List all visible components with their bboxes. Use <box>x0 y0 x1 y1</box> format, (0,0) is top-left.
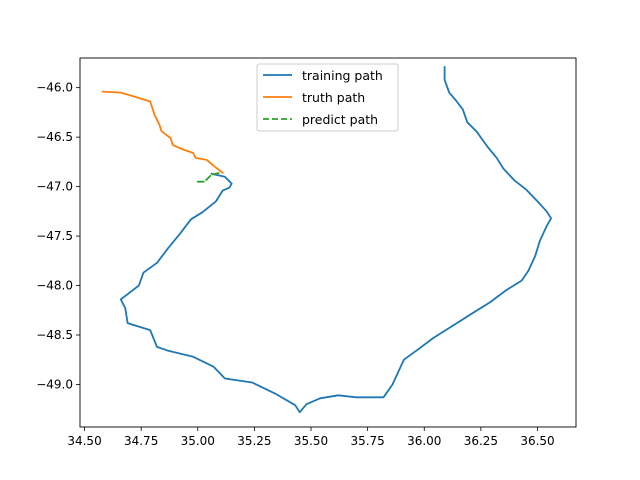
y-axis: −46.0 −46.5 −47.0 −47.5 −48.0 −48.5 −49.0 <box>36 81 80 391</box>
series-line-truth-path <box>101 90 224 174</box>
x-tick-label: 36.00 <box>407 434 441 448</box>
legend: training path truth path predict path <box>256 63 399 132</box>
legend-box <box>256 63 399 132</box>
x-tick-label: 34.50 <box>67 434 101 448</box>
legend-label-truth-path: truth path <box>302 90 365 105</box>
y-tick-label: −48.0 <box>36 279 73 293</box>
y-tick-label: −46.5 <box>36 130 73 144</box>
y-tick-label: −47.5 <box>36 229 73 243</box>
legend-label-predict-path: predict path <box>302 112 378 127</box>
series-layer <box>101 66 552 414</box>
x-tick-label: 36.50 <box>520 434 554 448</box>
x-axis: 34.50 34.75 35.00 35.25 35.50 35.75 36.00 36.25… <box>67 427 555 448</box>
x-tick-label: 35.25 <box>237 434 271 448</box>
x-tick-label: 35.50 <box>294 434 328 448</box>
legend-label-training-path: training path <box>302 68 383 83</box>
x-tick-label: 35.00 <box>181 434 215 448</box>
y-tick-label: −49.0 <box>36 377 73 391</box>
series-line-training-path <box>119 66 552 414</box>
y-tick-label: −46.0 <box>36 81 73 95</box>
x-tick-label: 36.25 <box>464 434 498 448</box>
series-line-predict-path <box>196 171 222 183</box>
x-tick-label: 34.75 <box>124 434 158 448</box>
y-tick-label: −47.0 <box>36 180 73 194</box>
y-tick-label: −48.5 <box>36 328 73 342</box>
x-tick-label: 35.75 <box>350 434 384 448</box>
plot-frame <box>79 57 577 428</box>
